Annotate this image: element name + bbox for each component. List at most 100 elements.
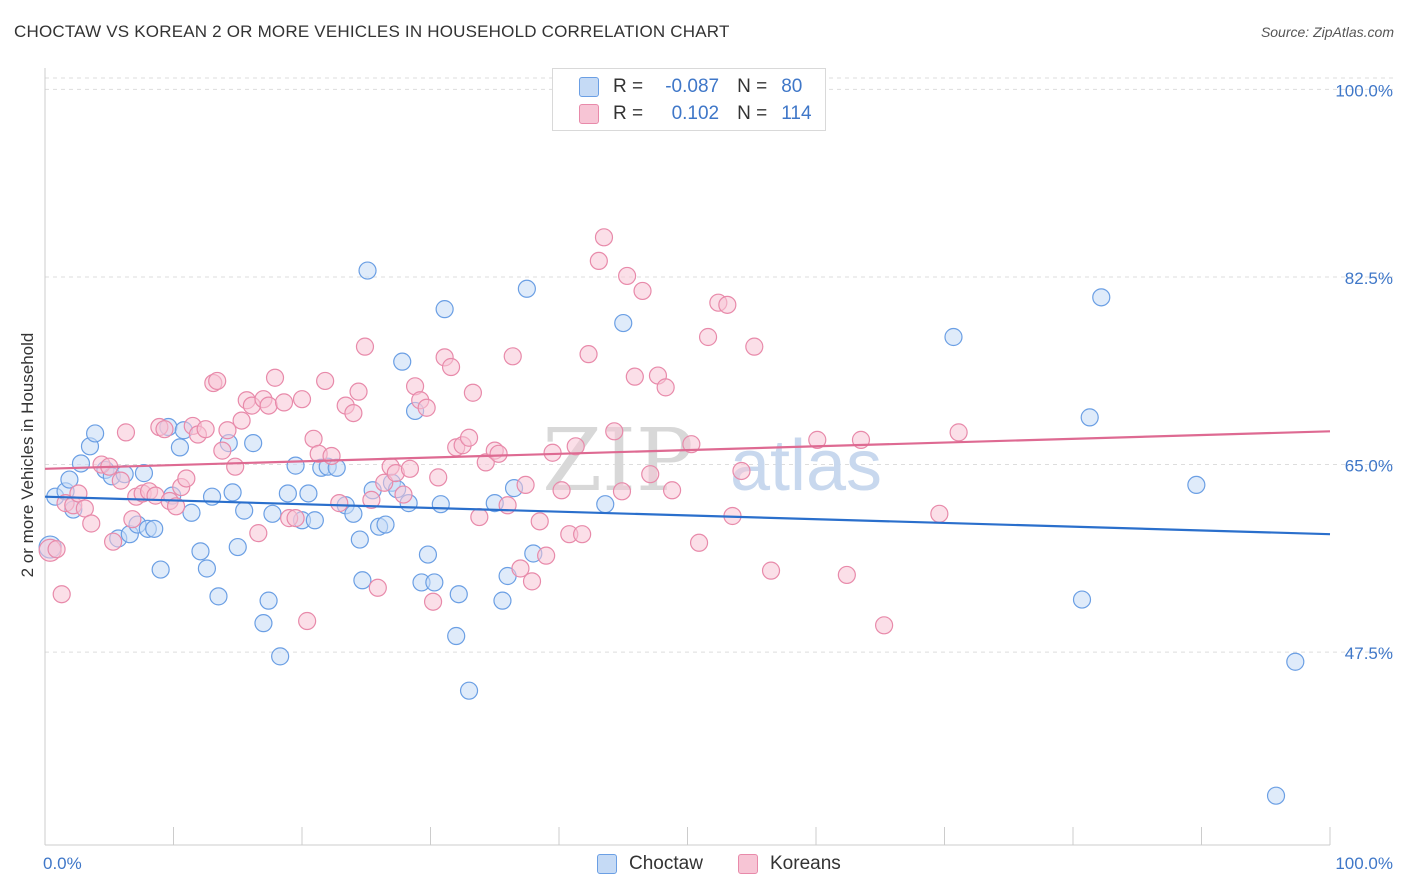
data-point [286, 509, 305, 528]
data-point [618, 266, 637, 286]
data-point [259, 396, 278, 415]
legend-item-koreans[interactable]: Koreans [738, 853, 841, 875]
data-point [566, 437, 585, 456]
data-point [944, 327, 963, 347]
data-point [463, 383, 483, 402]
data-point [208, 371, 227, 391]
data-point [837, 565, 856, 585]
data-point [930, 504, 949, 523]
chart-title: CHOCTAW VS KOREAN 2 OR MORE VEHICLES IN … [14, 22, 730, 41]
data-point [86, 424, 105, 443]
data-point [60, 470, 79, 489]
data-point [459, 681, 479, 700]
data-point [355, 337, 375, 356]
data-point [82, 514, 101, 533]
data-point [1266, 786, 1286, 805]
data-point [232, 411, 251, 430]
data-point [517, 279, 536, 298]
data-point [271, 647, 290, 666]
data-point [511, 559, 530, 578]
data-point [594, 228, 614, 247]
data-point [732, 461, 751, 481]
data-point [573, 525, 592, 544]
data-point [522, 572, 542, 591]
data-point [254, 614, 273, 633]
y-tick-label: 82.5% [1345, 269, 1393, 288]
data-point [353, 571, 372, 590]
data-point [633, 281, 652, 301]
data-point [516, 475, 535, 495]
data-point [441, 357, 461, 377]
data-point [1080, 408, 1099, 427]
data-point [808, 430, 827, 449]
data-point [875, 616, 894, 635]
data-point [123, 510, 142, 529]
data-point [596, 495, 615, 514]
choctaw-swatch [597, 854, 617, 874]
data-point [662, 481, 682, 500]
data-point [761, 561, 781, 580]
series-legend: Choctaw Koreans [0, 853, 1406, 877]
x-tick-label: 0.0% [43, 854, 82, 873]
data-point [376, 515, 395, 534]
data-point [605, 422, 624, 441]
data-point [299, 484, 318, 503]
data-point [641, 465, 660, 484]
data-point [745, 337, 764, 356]
n-label: N = [737, 103, 768, 124]
tick-labels: 47.5% 65.0% 82.5% 100.0% 0.0% 100.0% [43, 81, 1393, 873]
trend-lines [44, 430, 1331, 536]
series-koreans [38, 228, 968, 635]
data-point [1286, 652, 1305, 671]
data-point [166, 497, 186, 516]
data-point [111, 471, 130, 490]
data-point [278, 484, 297, 503]
data-point [1187, 475, 1206, 495]
koreans-swatch [738, 854, 758, 874]
data-point [145, 519, 164, 538]
series-choctaw [38, 261, 1305, 805]
data-point [400, 459, 420, 478]
data-points [38, 228, 1305, 805]
data-point [698, 327, 718, 347]
y-axis-label: 2 or more Vehicles in Household [18, 332, 37, 578]
data-point [949, 423, 968, 442]
choctaw-swatch [579, 77, 599, 97]
data-point [393, 352, 412, 371]
data-point [71, 454, 91, 473]
data-point [489, 444, 508, 463]
data-point [292, 390, 312, 409]
grid [45, 77, 1395, 653]
n-value: 80 [781, 76, 803, 97]
data-point [358, 261, 377, 280]
r-value: 0.102 [671, 103, 720, 124]
data-point [316, 371, 335, 391]
data-point [429, 468, 448, 487]
data-point [418, 545, 438, 564]
data-point [423, 592, 443, 611]
r-label: R = [613, 103, 644, 124]
watermark: ZIP atlas [542, 411, 882, 511]
data-point [209, 587, 228, 606]
data-point [530, 512, 549, 531]
data-point [330, 494, 349, 513]
data-point [579, 345, 598, 364]
legend-item-choctaw[interactable]: Choctaw [597, 853, 703, 875]
axes [44, 68, 1331, 846]
data-point [470, 507, 489, 527]
data-point [718, 295, 737, 314]
data-point [235, 501, 254, 520]
y-tick-label: 65.0% [1345, 457, 1393, 476]
trend-line-koreans [44, 430, 1331, 470]
legend-row-koreans: R = 0.102 N = 114 [579, 103, 812, 125]
data-point [286, 456, 305, 475]
data-point [625, 367, 644, 386]
data-point [431, 495, 450, 514]
data-point [449, 585, 468, 604]
data-point [265, 368, 285, 387]
r-label: R = [613, 76, 644, 97]
data-point [223, 483, 242, 502]
data-point [612, 482, 632, 501]
data-point [589, 251, 608, 271]
data-point [368, 578, 387, 597]
